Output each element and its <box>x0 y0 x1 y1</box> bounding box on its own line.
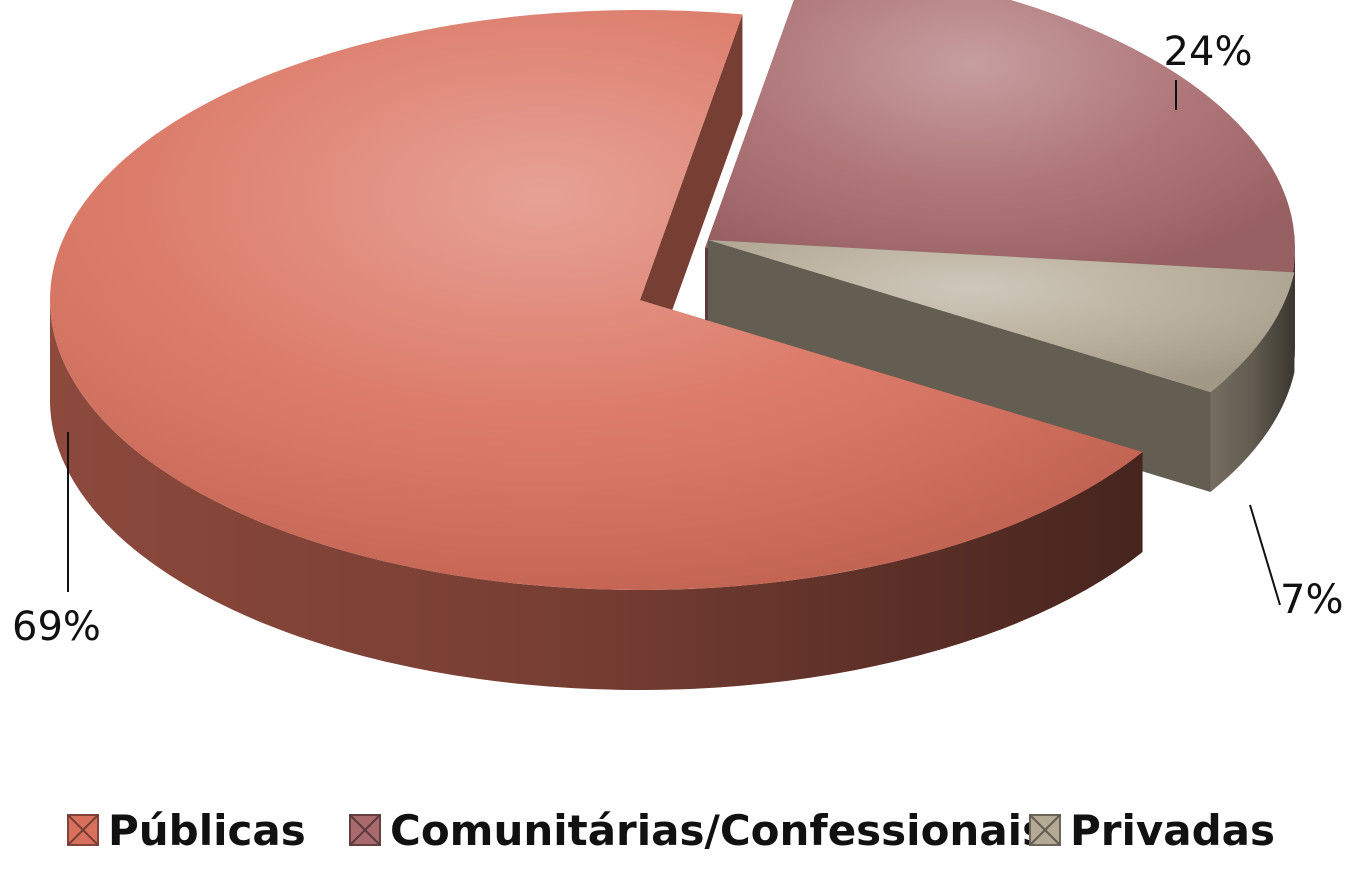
pie-slice-side-shade <box>50 300 1143 690</box>
legend-item-1: Públicas <box>67 806 306 855</box>
pie-slice-highlight <box>49 10 1143 591</box>
pie-slice-side-shade <box>1210 272 1295 492</box>
leader-line-3 <box>1249 504 1281 606</box>
legend-label-2: Comunitárias/Confessionais <box>390 806 1047 855</box>
pie-slice-highlight <box>708 240 1295 392</box>
legend-label-3: Privadas <box>1070 806 1275 855</box>
legend-item-2: Comunitárias/Confessionais <box>349 806 1047 855</box>
legend-swatch-bevel <box>1029 814 1061 846</box>
legend-swatch-bevel <box>67 814 99 846</box>
legend-label-1: Públicas <box>108 806 306 855</box>
pie-slice-1 <box>49 10 1143 690</box>
pie-slice-cut-face <box>640 14 743 400</box>
data-label-1: 69% <box>12 604 101 650</box>
legend-item-3: Privadas <box>1029 806 1275 855</box>
legend-swatch-bevel <box>349 814 381 846</box>
pie-slice-3 <box>708 240 1295 492</box>
data-label-2: 24% <box>1164 29 1253 75</box>
data-label-3: 7% <box>1280 577 1343 623</box>
pie-slice-highlight <box>705 0 1295 281</box>
